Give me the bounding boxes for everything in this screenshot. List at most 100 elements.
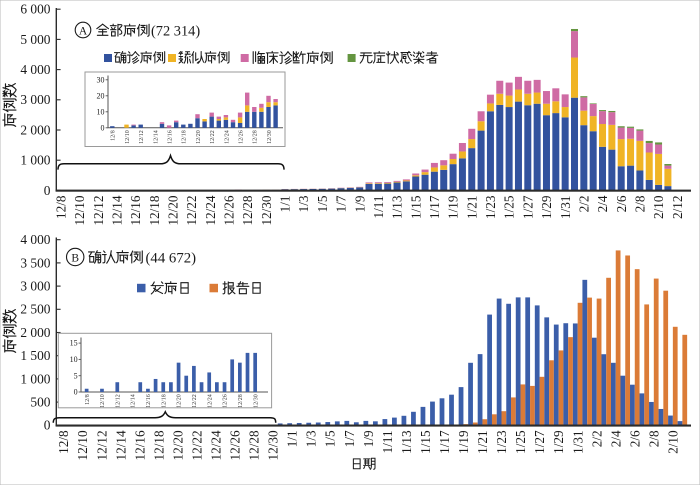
svg-text:3 000: 3 000 [20,92,50,107]
svg-text:1/5: 1/5 [323,430,338,447]
svg-text:1/21: 1/21 [464,196,479,219]
svg-text:12/18: 12/18 [161,394,167,408]
svg-text:12/14: 12/14 [131,394,137,408]
svg-text:1/7: 1/7 [334,195,349,212]
svg-text:12/12: 12/12 [94,430,109,460]
svg-text:1/19: 1/19 [446,195,461,219]
svg-text:10: 10 [70,355,78,364]
svg-text:0: 0 [101,123,105,132]
svg-text:1/1: 1/1 [285,430,300,447]
svg-text:1/9: 1/9 [361,430,376,447]
svg-text:1/27: 1/27 [532,430,547,454]
svg-text:12/28: 12/28 [240,195,255,225]
svg-text:4 000: 4 000 [20,232,50,247]
svg-text:(72 314): (72 314) [151,24,200,40]
svg-text:2/12: 2/12 [670,196,685,219]
svg-text:6 000: 6 000 [20,2,50,17]
svg-text:2/6: 2/6 [614,195,629,212]
svg-text:1/27: 1/27 [520,195,535,219]
svg-text:1/1: 1/1 [278,196,293,213]
svg-text:1/21: 1/21 [475,430,490,453]
svg-text:12/28: 12/28 [253,130,259,144]
svg-text:1 500: 1 500 [20,348,50,363]
svg-text:12/28: 12/28 [238,394,244,408]
svg-text:1/5: 1/5 [315,195,330,212]
svg-text:12/30: 12/30 [266,430,281,460]
svg-text:2/6: 2/6 [627,430,642,447]
svg-text:1/31: 1/31 [570,430,585,453]
svg-text:12/20: 12/20 [196,130,202,144]
svg-text:3 500: 3 500 [20,255,50,270]
svg-text:12/22: 12/22 [189,430,204,460]
svg-text:2 500: 2 500 [20,302,50,317]
svg-text:12/20: 12/20 [177,394,183,408]
svg-text:2 000: 2 000 [20,325,50,340]
svg-text:1/11: 1/11 [371,196,386,219]
svg-text:2/4: 2/4 [608,430,623,447]
svg-text:12/20: 12/20 [165,195,180,225]
svg-text:1/17: 1/17 [437,430,452,454]
svg-text:2/8: 2/8 [646,430,661,447]
svg-text:12/26: 12/26 [223,394,229,408]
svg-text:2/10: 2/10 [651,195,666,219]
svg-text:12/8: 12/8 [85,394,91,405]
svg-text:1/19: 1/19 [456,430,471,454]
svg-text:1 000: 1 000 [20,153,50,168]
svg-text:15: 15 [70,339,78,348]
svg-text:12/20: 12/20 [170,430,185,460]
svg-text:12/14: 12/14 [109,195,124,225]
svg-text:1/15: 1/15 [408,195,423,219]
svg-text:1/29: 1/29 [551,430,566,454]
svg-text:12/26: 12/26 [239,130,245,144]
svg-text:12/8: 12/8 [53,195,68,219]
svg-text:12/18: 12/18 [151,430,166,460]
svg-text:12/8: 12/8 [111,130,117,141]
svg-text:12/30: 12/30 [267,130,273,144]
svg-text:2/2: 2/2 [576,196,591,213]
svg-text:12/18: 12/18 [147,195,162,225]
svg-text:A: A [79,25,88,37]
svg-text:1/25: 1/25 [502,195,517,219]
svg-text:1/11: 1/11 [380,430,395,453]
svg-text:500: 500 [30,395,50,410]
svg-text:2 000: 2 000 [20,122,50,137]
svg-text:3 000: 3 000 [20,279,50,294]
svg-text:12/14: 12/14 [153,130,159,144]
svg-text:1/13: 1/13 [390,195,405,219]
svg-text:12/30: 12/30 [259,195,274,225]
svg-text:(44 672): (44 672) [146,250,197,266]
svg-text:12/16: 12/16 [146,394,152,408]
svg-text:0: 0 [44,418,51,433]
svg-text:1/9: 1/9 [352,195,367,212]
svg-text:1/31: 1/31 [558,196,573,219]
svg-text:12/24: 12/24 [224,130,230,144]
svg-text:1 000: 1 000 [20,371,50,386]
svg-text:20: 20 [97,91,105,100]
svg-text:12/14: 12/14 [113,430,128,460]
svg-text:1/3: 1/3 [304,430,319,447]
svg-text:2/2: 2/2 [589,430,604,447]
svg-text:1/17: 1/17 [427,195,442,219]
svg-text:12/10: 12/10 [125,130,131,144]
svg-text:2/10: 2/10 [665,430,680,454]
svg-text:5 000: 5 000 [20,32,50,47]
svg-text:12/28: 12/28 [247,430,262,460]
svg-text:12/22: 12/22 [184,196,199,226]
svg-text:12/26: 12/26 [228,430,243,460]
svg-text:1/23: 1/23 [483,195,498,219]
svg-text:1/29: 1/29 [539,195,554,219]
svg-text:1/3: 1/3 [296,195,311,212]
svg-text:12/22: 12/22 [192,394,198,408]
svg-text:2/8: 2/8 [632,195,647,212]
svg-text:B: B [71,252,79,264]
svg-text:12/24: 12/24 [203,195,218,225]
svg-text:12/16: 12/16 [168,130,174,144]
svg-text:1/13: 1/13 [399,430,414,454]
svg-text:12/10: 12/10 [72,195,87,225]
svg-text:12/10: 12/10 [100,394,106,408]
svg-text:12/8: 12/8 [56,430,71,454]
svg-text:12/30: 12/30 [253,394,259,408]
svg-text:12/26: 12/26 [222,195,237,225]
svg-text:12/24: 12/24 [209,430,224,460]
svg-text:1/25: 1/25 [513,430,528,454]
